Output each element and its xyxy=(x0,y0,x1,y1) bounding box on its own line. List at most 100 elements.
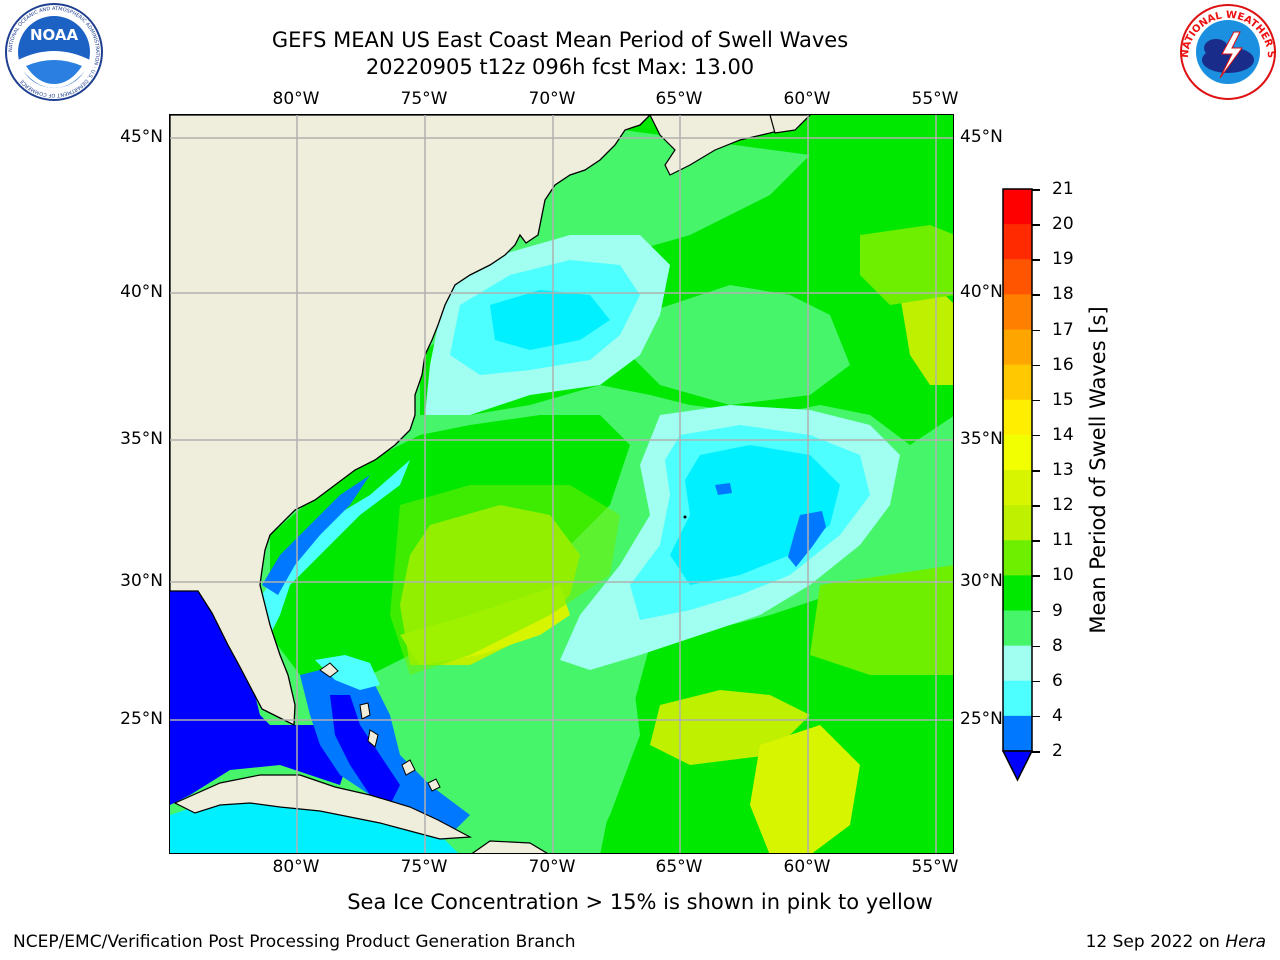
lon-label-bottom-80w: 80°W xyxy=(272,857,320,877)
lat-label-left-35n: 35°N xyxy=(120,429,163,449)
field-2-4-coast-south xyxy=(262,475,370,595)
colorbar-tick-label: 13 xyxy=(1052,460,1074,480)
colorbar-tick-label: 6 xyxy=(1052,670,1063,691)
colorbar-segment xyxy=(1003,259,1032,295)
colorbar-tick-label: 16 xyxy=(1052,354,1074,375)
map-panel xyxy=(169,114,954,854)
colorbar-extend-arrow xyxy=(1002,750,1034,782)
colorbar-label: Mean Period of Swell Waves [s] xyxy=(1086,306,1110,634)
field-12-13-southeast2 xyxy=(750,725,860,853)
field-4-6-shelf xyxy=(490,290,610,350)
lat-label-left-40n: 40°N xyxy=(120,282,163,302)
noaa-logo-icon: NOAA NATIONAL OCEANIC AND ATMOSPHERIC AD… xyxy=(5,3,103,101)
colorbar-tick-label: 2 xyxy=(1052,741,1063,761)
colorbar-tick-label: 15 xyxy=(1052,389,1074,410)
lon-label-bottom-65w: 65°W xyxy=(655,857,703,877)
colorbar-tick-mark xyxy=(1032,399,1040,402)
colorbar-tick-mark xyxy=(1032,470,1040,472)
lon-label-top-55w: 55°W xyxy=(911,89,959,109)
colorbar-tick-mark xyxy=(1032,680,1040,683)
field-2-4-central-a xyxy=(788,511,826,567)
lat-label-right-25n: 25°N xyxy=(960,709,1003,729)
lat-label-right-35n: 35°N xyxy=(960,429,1003,449)
field-9-10-north xyxy=(630,285,850,405)
colorbar-segment xyxy=(1003,189,1032,225)
colorbar-tick-mark xyxy=(1032,540,1040,542)
land-north-america xyxy=(170,115,651,727)
lon-label-bottom-60w: 60°W xyxy=(783,857,831,877)
lat-label-right-30n: 30°N xyxy=(960,571,1003,591)
colorbar-tick-label: 20 xyxy=(1052,214,1074,235)
colorbar-segment xyxy=(1003,715,1032,751)
colorbar-tick-mark xyxy=(1032,645,1040,648)
colorbar-segment xyxy=(1003,399,1032,436)
colorbar-tick-label: 11 xyxy=(1052,530,1074,551)
colorbar-segment xyxy=(1003,680,1032,717)
colorbar-segment xyxy=(1003,575,1032,611)
credit-line: NCEP/EMC/Verification Post Processing Pr… xyxy=(13,932,576,952)
colorbar-tick-mark xyxy=(1032,294,1040,296)
colorbar-segment xyxy=(1003,540,1032,576)
colorbar-tick-label: 18 xyxy=(1052,284,1074,305)
date-stamp-date: 12 Sep 2022 on xyxy=(1085,932,1220,952)
field-extend-bahamas xyxy=(330,695,400,805)
field-11-12-east xyxy=(860,225,953,305)
lat-label-left-30n: 30°N xyxy=(120,571,163,591)
field-6-8-coast-south xyxy=(262,460,410,635)
colorbar-segment xyxy=(1003,364,1032,401)
field-extend-gulf xyxy=(170,585,350,805)
colorbar-tick-label: 9 xyxy=(1052,600,1063,621)
map-subtitle: 20220905 t12z 096h fcst Max: 13.00 xyxy=(365,55,755,79)
colorbar-tick-mark xyxy=(1032,259,1040,261)
colorbar-segment xyxy=(1003,294,1032,330)
swell-period-map xyxy=(170,115,953,853)
lon-label-top-70w: 70°W xyxy=(528,89,576,109)
colorbar-segment xyxy=(1003,470,1032,506)
colorbar-tick-mark xyxy=(1032,364,1040,367)
lon-label-bottom-70w: 70°W xyxy=(528,857,576,877)
date-stamp-host: Hera xyxy=(1225,932,1266,952)
lon-label-bottom-75w: 75°W xyxy=(400,857,448,877)
field-4-6-central xyxy=(670,445,840,585)
field-2-4-central-b xyxy=(715,483,732,495)
colorbar-segment xyxy=(1003,224,1032,260)
land-bermuda xyxy=(683,515,687,519)
date-stamp: 12 Sep 2022 on Hera xyxy=(1086,932,1266,952)
field-11-12-west xyxy=(390,485,620,675)
colorbar-tick-label: 21 xyxy=(1052,179,1074,199)
colorbar-segment xyxy=(1003,329,1032,366)
colorbar-tick-label: 17 xyxy=(1052,319,1074,340)
land-bahamas xyxy=(319,662,441,792)
land-hispaniola xyxy=(471,840,548,853)
colorbar-segment xyxy=(1003,645,1032,682)
noaa-logo-text: NOAA xyxy=(30,26,79,44)
colorbar-tick-mark xyxy=(1032,224,1040,226)
graticule xyxy=(170,115,953,853)
colorbar-tick-mark xyxy=(1032,751,1040,753)
sea-ice-footnote: Sea Ice Concentration > 15% is shown in … xyxy=(347,890,933,914)
colorbar-tick-label: 10 xyxy=(1052,565,1074,586)
colorbar-tick-label: 19 xyxy=(1052,249,1074,270)
nws-logo-icon: NATIONAL WEATHER SERVICE xyxy=(1176,2,1276,100)
field-12-13-east xyxy=(900,290,953,385)
colorbar-tick-label: 8 xyxy=(1052,635,1063,656)
colorbar-tick-mark xyxy=(1032,610,1040,612)
lon-label-top-75w: 75°W xyxy=(400,89,448,109)
lon-label-bottom-55w: 55°W xyxy=(911,857,959,877)
lat-label-left-25n: 25°N xyxy=(120,709,163,729)
land-cuba xyxy=(173,774,473,840)
colorbar-segment xyxy=(1003,434,1032,471)
map-title: GEFS MEAN US East Coast Mean Period of S… xyxy=(271,28,849,52)
colorbar-tick-mark xyxy=(1032,434,1040,437)
colorbar-tick-mark xyxy=(1032,329,1040,331)
colorbar-segment xyxy=(1003,610,1032,647)
colorbar-tick-label: 4 xyxy=(1052,705,1063,726)
colorbar-tick-label: 12 xyxy=(1052,495,1074,516)
lon-label-top-65w: 65°W xyxy=(655,89,703,109)
land-cape-breton xyxy=(769,115,811,134)
colorbar-tick-mark xyxy=(1032,189,1040,191)
colorbar-tick-label: 14 xyxy=(1052,424,1074,445)
lat-label-left-45n: 45°N xyxy=(120,127,163,147)
lon-label-top-80w: 80°W xyxy=(272,89,320,109)
field-11-12-south xyxy=(810,565,953,675)
